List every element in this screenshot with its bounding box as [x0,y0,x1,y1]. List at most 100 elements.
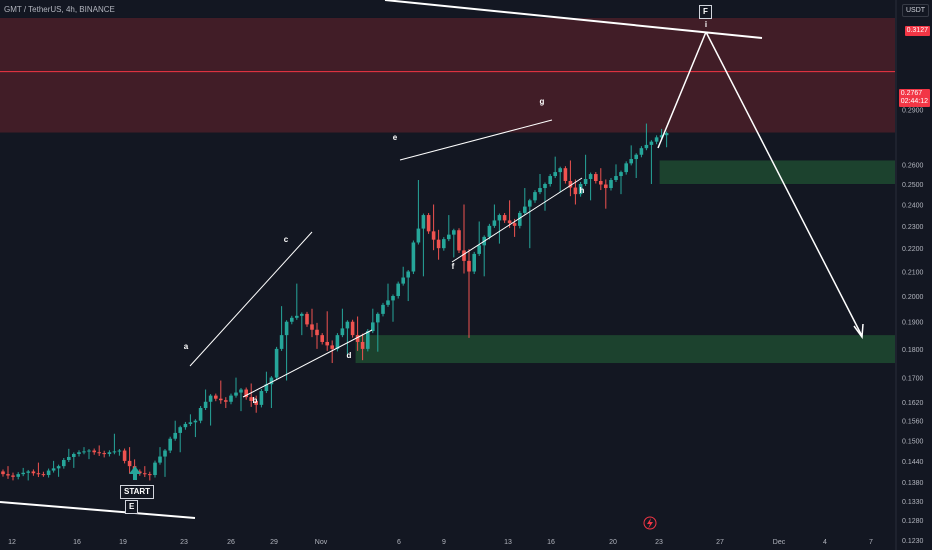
candle-body [406,271,410,278]
candle-body [599,180,603,185]
price-tick-label: 0.2000 [902,294,924,301]
candle-body [269,377,274,385]
candle-body [558,168,562,173]
price-tick-label: 0.1560 [902,419,924,426]
candle-body [543,184,547,189]
candle-body [578,184,583,195]
candle-body [604,184,608,189]
candle-body [624,163,628,173]
price-tick-label: 0.2500 [902,182,924,189]
candle-body [467,260,471,272]
candle-body [178,427,182,433]
candle-body [594,174,598,181]
candle-body [614,176,618,181]
candle-body [193,420,198,423]
candle-body [305,313,309,325]
candle-body [452,230,456,235]
currency-button[interactable]: USDT [902,4,930,17]
candle-body [426,215,431,232]
candle-body [143,473,147,475]
candle-body [234,392,238,396]
candle-body [264,384,269,392]
lightning-bolt [647,518,653,529]
candle-body [315,329,319,336]
price-tick-label: 0.1800 [902,347,924,354]
candle-body [254,400,258,405]
price-tick-label: 0.2300 [902,224,924,231]
candle-body [442,239,446,249]
candle-body [97,452,101,454]
candle-body [629,159,633,164]
price-tick-label: 0.2400 [902,202,924,209]
candle-body [188,422,193,424]
candle-body [325,341,329,346]
candle-body [366,331,370,349]
time-tick-label: Nov [315,539,328,546]
candle-body [62,460,66,467]
candle-body [11,475,15,477]
candle-body [376,313,380,323]
time-tick-label: 9 [442,539,446,546]
candle-body [16,474,20,477]
candle-body [457,230,461,251]
candle-body [371,322,375,332]
projection-arrowhead [853,323,864,340]
candle-body [183,423,188,428]
candle-body [56,466,61,469]
start-marker-label: START [120,485,155,499]
price-tick-label: 0.1230 [902,538,924,545]
wave-label-e: e [393,133,398,142]
price-tick-label: 0.2100 [902,270,924,277]
lower-trendline [0,501,196,519]
candle-body [77,452,81,454]
candle-body [203,401,208,409]
candle-body [512,223,517,226]
channel-fh-line [451,177,583,263]
candle-body [487,225,492,237]
candle-body [26,471,30,473]
candle-body [214,395,218,399]
target-price-tag: 0.3127 [904,26,930,36]
candle-body [462,250,466,261]
time-tick-label: 26 [227,539,235,546]
channel-eg-line [399,119,553,161]
candle-body [386,300,390,305]
lightning-icon[interactable] [643,516,657,530]
candle-body [350,321,355,336]
candle-body [122,450,127,461]
candle-body [117,450,122,452]
candle-body [224,400,228,402]
candle-body [163,450,167,457]
candle-body [548,176,552,185]
channel-ac-line [189,231,313,367]
candle-body [421,215,426,229]
candles-layer [1,123,669,481]
channel-bd-line [242,329,373,398]
candle-body [92,450,96,453]
time-axis: 12 16 19 23 26 29 Nov 6 9 13 16 20 23 27 Dec 4 7 [8,516,873,546]
price-tick-label: 0.1380 [902,480,924,487]
candle-body [21,472,25,475]
time-tick-label: 27 [716,539,724,546]
candle-body [107,452,112,454]
candle-body [41,474,46,476]
candle-body [295,315,299,318]
candle-body [654,137,659,142]
candle-body [447,234,451,240]
candle-body [583,179,588,185]
projection-up-line [657,31,707,149]
candle-body [533,192,537,201]
candle-body [259,391,264,405]
candle-body [249,397,253,401]
price-tick-label: 0.1500 [902,438,924,445]
candle-body [112,451,117,453]
candle-body [472,253,476,272]
candle-body [360,341,365,349]
time-tick-label: 23 [655,539,663,546]
candle-body [573,187,578,195]
candle-body [310,324,314,330]
countdown: 02:44:12 [900,98,928,105]
candle-body [340,328,345,336]
candle-body [284,321,289,336]
